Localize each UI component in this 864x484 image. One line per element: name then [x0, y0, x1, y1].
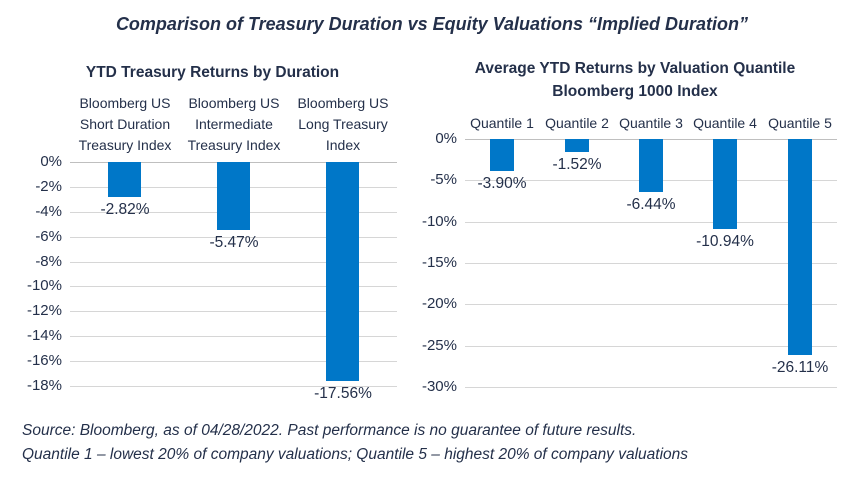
treasury-plot-area: 0% -2% -4% -6% -8% -10% -12% -14% -16% -18% Bloomb… [27, 95, 397, 402]
source-note: Source: Bloomberg, as of 04/28/2022. Pas… [22, 422, 637, 439]
y-axis-tick-label: -30% [421, 378, 457, 395]
category-label: Quantile 1 [470, 115, 534, 131]
bar [639, 139, 663, 192]
bar-value-label: -10.94% [696, 233, 754, 250]
category-label: Bloomberg US Short Duration Treasury Ind… [78, 95, 172, 153]
gridline [70, 386, 397, 387]
bar [565, 139, 589, 152]
footnote: Source: Bloomberg, as of 04/28/2022. Pas… [22, 419, 852, 467]
treasury-chart-title: YTD Treasury Returns by Duration [85, 64, 340, 81]
gridline [70, 237, 397, 238]
bar-value-label: -2.82% [100, 201, 150, 218]
gridline [465, 263, 837, 264]
y-axis-tick-label: -15% [421, 254, 457, 271]
gridline [465, 346, 837, 347]
category-label: Quantile 5 [768, 115, 832, 131]
y-axis-tick-label: -12% [26, 302, 62, 319]
y-axis-tick-label: -6% [35, 228, 62, 245]
gridline [70, 361, 397, 362]
y-axis-tick-label: -8% [35, 253, 62, 270]
quantile-definition-note: Quantile 1 – lowest 20% of company valua… [22, 446, 689, 463]
y-axis-tick-label: -14% [26, 327, 62, 344]
bar-value-label: -1.52% [552, 156, 602, 173]
bar-value-label: -6.44% [626, 196, 676, 213]
valuation-quantile-chart: Average YTD Returns by Valuation Quantil… [422, 55, 864, 420]
bar [108, 162, 141, 197]
y-axis-tick-label: 0% [435, 130, 457, 147]
y-axis-tick-label: -18% [26, 377, 62, 394]
bar [217, 162, 250, 230]
y-axis-tick-label: -2% [35, 178, 62, 195]
y-axis-tick-label: -25% [421, 337, 457, 354]
bar-value-label: -5.47% [209, 234, 259, 251]
quantile-chart-title: Average YTD Returns by Valuation Quantil… [474, 60, 796, 77]
bar [788, 139, 812, 355]
gridline [70, 286, 397, 287]
y-axis-tick-label: -4% [35, 203, 62, 220]
bar [713, 139, 737, 229]
y-axis-tick-label: -5% [430, 171, 457, 188]
bar [326, 162, 359, 381]
treasury-returns-chart: YTD Treasury Returns by Duration 0% -2% -4… [0, 55, 432, 420]
gridline [70, 311, 397, 312]
gridline [465, 387, 837, 388]
category-label: Bloomberg US Long Treasury Index [297, 95, 389, 153]
bar-value-label: -3.90% [477, 175, 527, 192]
category-label: Quantile 2 [545, 115, 609, 131]
y-axis-tick-label: -16% [26, 352, 62, 369]
category-label: Bloomberg US Intermediate Treasury Index [187, 95, 281, 153]
y-axis-tick-label: 0% [40, 153, 62, 170]
page-title: Comparison of Treasury Duration vs Equit… [115, 14, 749, 34]
quantile-plot-area: 0% -5% -10% -15% -20% -25% -30% Quantile 1 -3.90… [422, 115, 837, 395]
quantile-chart-subtitle: Bloomberg 1000 Index [552, 83, 718, 100]
bar [490, 139, 514, 171]
bar-value-label: -17.56% [314, 385, 372, 402]
bar-value-label: -26.11% [771, 359, 829, 376]
category-label: Quantile 4 [693, 115, 757, 131]
y-axis-tick-label: -10% [26, 277, 62, 294]
y-axis-tick-label: -20% [421, 295, 457, 312]
gridline [70, 336, 397, 337]
gridline [465, 304, 837, 305]
y-axis-tick-label: -10% [421, 213, 457, 230]
category-label: Quantile 3 [619, 115, 683, 131]
gridline [465, 222, 837, 223]
gridline [70, 262, 397, 263]
